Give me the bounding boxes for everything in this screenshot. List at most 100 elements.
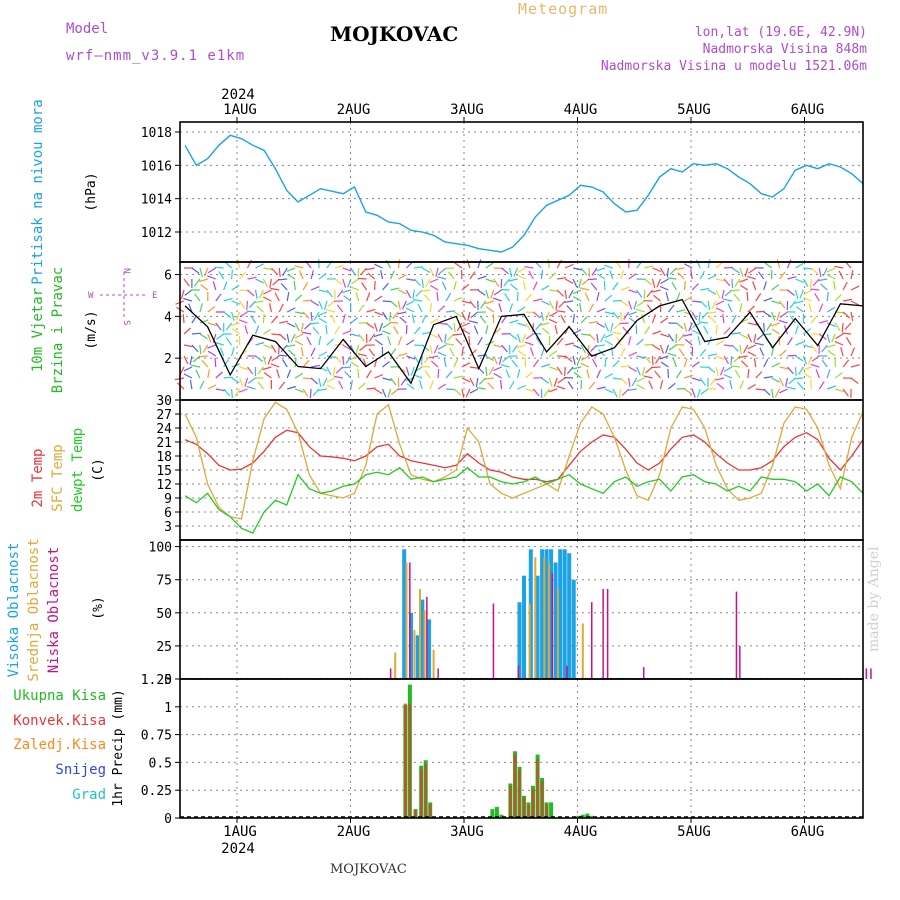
sfc-temp-line <box>184 401 864 520</box>
wind-barb-column <box>842 260 860 399</box>
wind-barb-column <box>715 266 734 390</box>
mid-cloud-bar <box>581 623 584 679</box>
conv-precip-bar <box>429 804 432 818</box>
wind-barb-column <box>270 267 289 390</box>
y-tick-label: 100 <box>149 541 172 556</box>
top-day-label: 2AUG <box>337 102 371 118</box>
y-tick-label: 0 <box>164 812 172 827</box>
wind-barb-column <box>826 267 845 393</box>
high-cloud-bar <box>535 575 540 679</box>
conv-precip-bar <box>531 789 535 818</box>
compass-cross <box>100 272 148 318</box>
legend-frz-precip: Zaledj.Kisa <box>13 737 106 753</box>
wind-barb-column <box>508 267 527 390</box>
cloud-axis-title-1: Visoka Oblacnost <box>6 543 22 678</box>
legend-hail: Grad <box>72 787 106 803</box>
model-name: wrf–nmm_v3.9.1 e1km <box>66 48 246 64</box>
conv-precip-bar <box>527 804 530 818</box>
bottom-day-label: 5AUG <box>677 824 711 840</box>
wind-barb-column <box>810 267 829 390</box>
low-cloud-bar <box>606 589 609 679</box>
model-altitude-info: Nadmorska Visina u modelu 1521.06m <box>600 59 867 74</box>
lonlat-info: lon,lat (19.6E, 42.9N) <box>694 25 867 40</box>
dewpoint-line <box>184 466 864 534</box>
panel-frame <box>179 121 864 263</box>
wind-barb-column <box>691 259 710 398</box>
y-tick-label: 0.75 <box>141 729 172 744</box>
wind-barb-column <box>357 267 376 390</box>
altitude-info: Nadmorska Visina 848m <box>702 42 867 57</box>
total-precip-bar <box>589 815 594 818</box>
wind-barb-column <box>818 267 836 390</box>
high-cloud-bar <box>567 553 572 679</box>
conv-precip-bar <box>545 804 548 818</box>
top-day-label: 1AUG <box>223 102 257 118</box>
low-cloud-bar <box>643 667 645 679</box>
mid-cloud-bar <box>413 630 416 679</box>
y-tick-label: 1.25 <box>141 673 172 688</box>
wind-axis-title-2: Brzina i Pravac <box>50 267 66 393</box>
cloud-axis-title-3: Niska Oblacnost <box>46 547 62 673</box>
high-cloud-bar <box>409 612 413 679</box>
wind-barb-column <box>604 264 622 398</box>
low-cloud-bar <box>389 668 392 679</box>
conv-precip-bar <box>536 759 539 818</box>
meteogram-label: Meteogram <box>518 0 609 18</box>
low-cloud-bar <box>735 591 738 679</box>
y-tick-label: 1012 <box>141 226 172 241</box>
mid-cloud-bar <box>543 557 546 679</box>
high-cloud-bar <box>420 599 425 679</box>
bottom-day-label: 1AUG <box>223 824 257 840</box>
wind-barb-column <box>413 267 432 390</box>
high-cloud-bar <box>415 635 420 679</box>
mid-cloud-bar <box>394 652 397 679</box>
bottom-year-label: 2024 <box>221 841 255 857</box>
wind-barb-column <box>722 267 741 390</box>
wind-barb-column <box>397 261 416 390</box>
wind-barb-column <box>262 267 281 389</box>
y-tick-label: 6 <box>164 269 172 284</box>
wind-barb-column <box>349 267 368 390</box>
mid-cloud-bar <box>405 562 408 679</box>
wind-barb-column <box>524 266 543 397</box>
compass-north: N <box>121 268 131 273</box>
high-cloud-bar <box>571 579 576 679</box>
wind-barb-column <box>421 267 439 390</box>
y-tick-label: 25 <box>156 640 172 655</box>
high-cloud-bar <box>522 575 526 679</box>
wind-barb-column <box>476 262 495 390</box>
total-precip-bar <box>585 813 590 818</box>
low-cloud-bar <box>739 645 741 679</box>
y-tick-label: 15 <box>156 464 172 479</box>
wind-barb-column <box>500 267 519 390</box>
y-tick-label: 75 <box>156 574 172 589</box>
wind-barb-column <box>207 267 225 392</box>
y-tick-label: 6 <box>164 506 172 521</box>
low-cloud-bar <box>517 665 520 679</box>
bottom-day-label: 3AUG <box>450 824 484 840</box>
bottom-day-label: 6AUG <box>791 824 825 840</box>
wind-barb-column <box>548 259 567 393</box>
high-cloud-bar <box>540 549 545 679</box>
conv-precip-bar <box>513 754 517 818</box>
mid-cloud-bar <box>432 649 435 679</box>
y-tick-label: 1016 <box>141 159 172 174</box>
wind-speed-line <box>184 298 864 385</box>
legend-snow: Snijeg <box>55 762 106 778</box>
y-tick-label: 21 <box>156 436 172 451</box>
pressure-unit-label: (hPa) <box>84 172 99 211</box>
wind-barb-column <box>484 267 503 390</box>
wind-barb-column <box>667 267 686 390</box>
panel-frame <box>179 678 864 819</box>
low-cloud-bar <box>551 573 553 679</box>
mid-cloud-bar <box>423 610 426 679</box>
legend-total-precip: Ukupna Kisa <box>13 688 106 704</box>
bottom-day-label: 4AUG <box>564 824 598 840</box>
mid-cloud-bar <box>419 589 421 679</box>
wind-barb-column <box>730 267 749 390</box>
low-cloud-bar <box>566 665 568 679</box>
cloud-axis-title-2: Srednja Oblacnost <box>26 538 42 681</box>
wind-barb-column <box>294 265 313 397</box>
pressure-axis-title: Pritisak na nivou mora <box>30 99 46 284</box>
